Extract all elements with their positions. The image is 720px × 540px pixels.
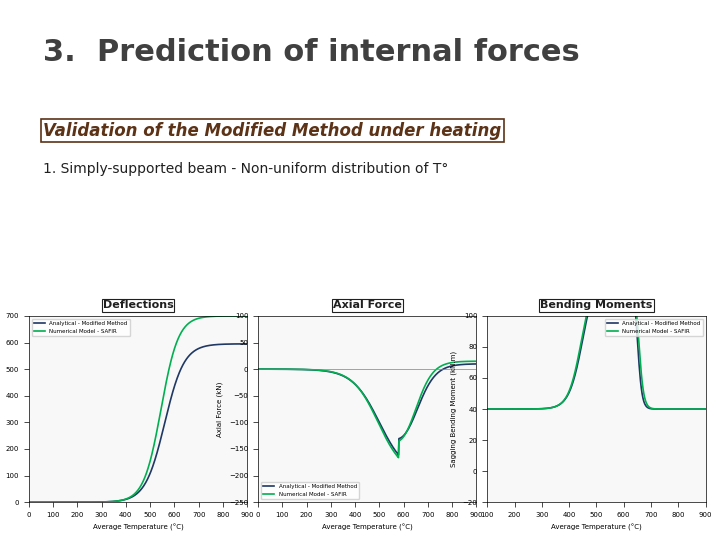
Numerical Model - SAFIR xyxy=(384,438,392,445)
Numerical Model - SAFIR xyxy=(697,406,706,413)
Numerical Model - SAFIR xyxy=(701,406,710,413)
Numerical Model - SAFIR xyxy=(204,314,212,320)
Numerical Model - SAFIR xyxy=(617,269,626,276)
Analytical - Modified Method xyxy=(587,299,595,305)
Numerical Model - SAFIR xyxy=(394,454,402,461)
Numerical Model - SAFIR xyxy=(613,270,621,276)
Numerical Model - SAFIR xyxy=(433,365,442,372)
Analytical - Modified Method xyxy=(697,406,706,413)
Analytical - Modified Method xyxy=(128,494,137,500)
Text: 46: 46 xyxy=(10,91,30,105)
Numerical Model - SAFIR xyxy=(587,295,595,301)
Analytical - Modified Method xyxy=(618,267,626,273)
Analytical - Modified Method xyxy=(472,361,481,367)
Analytical - Modified Method xyxy=(238,341,246,347)
Analytical - Modified Method xyxy=(24,499,33,505)
Analytical - Modified Method xyxy=(613,267,621,273)
Analytical - Modified Method xyxy=(204,342,212,349)
Analytical - Modified Method xyxy=(143,477,151,483)
Numerical Model - SAFIR xyxy=(674,406,683,413)
Line: Analytical - Modified Method: Analytical - Modified Method xyxy=(487,270,706,409)
Analytical - Modified Method xyxy=(384,436,392,442)
Analytical - Modified Method xyxy=(662,406,671,413)
Numerical Model - SAFIR xyxy=(143,468,151,475)
Text: 3.  Prediction of internal forces: 3. Prediction of internal forces xyxy=(43,38,580,67)
Numerical Model - SAFIR xyxy=(662,406,671,412)
Analytical - Modified Method xyxy=(155,443,163,450)
Numerical Model - SAFIR xyxy=(253,366,262,373)
Text: 1. Simply-supported beam - Non-uniform distribution of T°: 1. Simply-supported beam - Non-uniform d… xyxy=(43,162,449,176)
Legend: Analytical - Modified Method, Numerical Model - SAFIR: Analytical - Modified Method, Numerical … xyxy=(261,482,359,500)
Text: Deflections: Deflections xyxy=(103,300,174,310)
Analytical - Modified Method xyxy=(243,341,251,347)
Numerical Model - SAFIR xyxy=(467,358,476,365)
Analytical - Modified Method xyxy=(467,361,476,367)
Legend: Analytical - Modified Method, Numerical Model - SAFIR: Analytical - Modified Method, Numerical … xyxy=(32,319,130,336)
Numerical Model - SAFIR xyxy=(472,358,481,365)
Numerical Model - SAFIR xyxy=(588,291,597,298)
Line: Analytical - Modified Method: Analytical - Modified Method xyxy=(258,364,477,455)
Numerical Model - SAFIR xyxy=(238,313,246,319)
Numerical Model - SAFIR xyxy=(601,273,610,279)
Analytical - Modified Method xyxy=(588,294,597,300)
Analytical - Modified Method xyxy=(394,451,402,458)
Analytical - Modified Method xyxy=(433,370,442,376)
Numerical Model - SAFIR xyxy=(372,415,380,422)
Analytical - Modified Method xyxy=(372,413,380,420)
Line: Numerical Model - SAFIR: Numerical Model - SAFIR xyxy=(258,361,477,457)
Numerical Model - SAFIR xyxy=(243,313,251,319)
Analytical - Modified Method xyxy=(701,406,710,413)
Text: Axial Force: Axial Force xyxy=(333,300,402,310)
X-axis label: Average Temperature (°C): Average Temperature (°C) xyxy=(322,523,413,531)
Analytical - Modified Method xyxy=(601,271,610,278)
Analytical - Modified Method xyxy=(483,406,492,412)
Analytical - Modified Method xyxy=(357,389,366,395)
Y-axis label: Axial Force (kN): Axial Force (kN) xyxy=(217,381,223,437)
Line: Numerical Model - SAFIR: Numerical Model - SAFIR xyxy=(29,316,247,502)
Line: Analytical - Modified Method: Analytical - Modified Method xyxy=(29,344,247,502)
Numerical Model - SAFIR xyxy=(357,389,366,395)
Analytical - Modified Method xyxy=(253,366,262,373)
X-axis label: Average Temperature (°C): Average Temperature (°C) xyxy=(93,523,184,531)
Numerical Model - SAFIR xyxy=(128,492,137,499)
Legend: Analytical - Modified Method, Numerical Model - SAFIR: Analytical - Modified Method, Numerical … xyxy=(605,319,703,336)
Analytical - Modified Method xyxy=(130,492,138,499)
Text: Validation of the Modified Method under heating: Validation of the Modified Method under … xyxy=(43,122,501,139)
Numerical Model - SAFIR xyxy=(24,499,33,505)
Y-axis label: Sagging Bending Moment (kN.m): Sagging Bending Moment (kN.m) xyxy=(451,351,457,467)
X-axis label: Average Temperature (°C): Average Temperature (°C) xyxy=(551,523,642,531)
Text: Bending Moments: Bending Moments xyxy=(540,300,652,310)
Numerical Model - SAFIR xyxy=(483,406,492,412)
Analytical - Modified Method xyxy=(359,390,367,397)
Numerical Model - SAFIR xyxy=(130,491,138,498)
Line: Numerical Model - SAFIR: Numerical Model - SAFIR xyxy=(487,273,706,409)
Numerical Model - SAFIR xyxy=(155,418,163,424)
Analytical - Modified Method xyxy=(664,406,672,413)
Numerical Model - SAFIR xyxy=(359,391,367,397)
